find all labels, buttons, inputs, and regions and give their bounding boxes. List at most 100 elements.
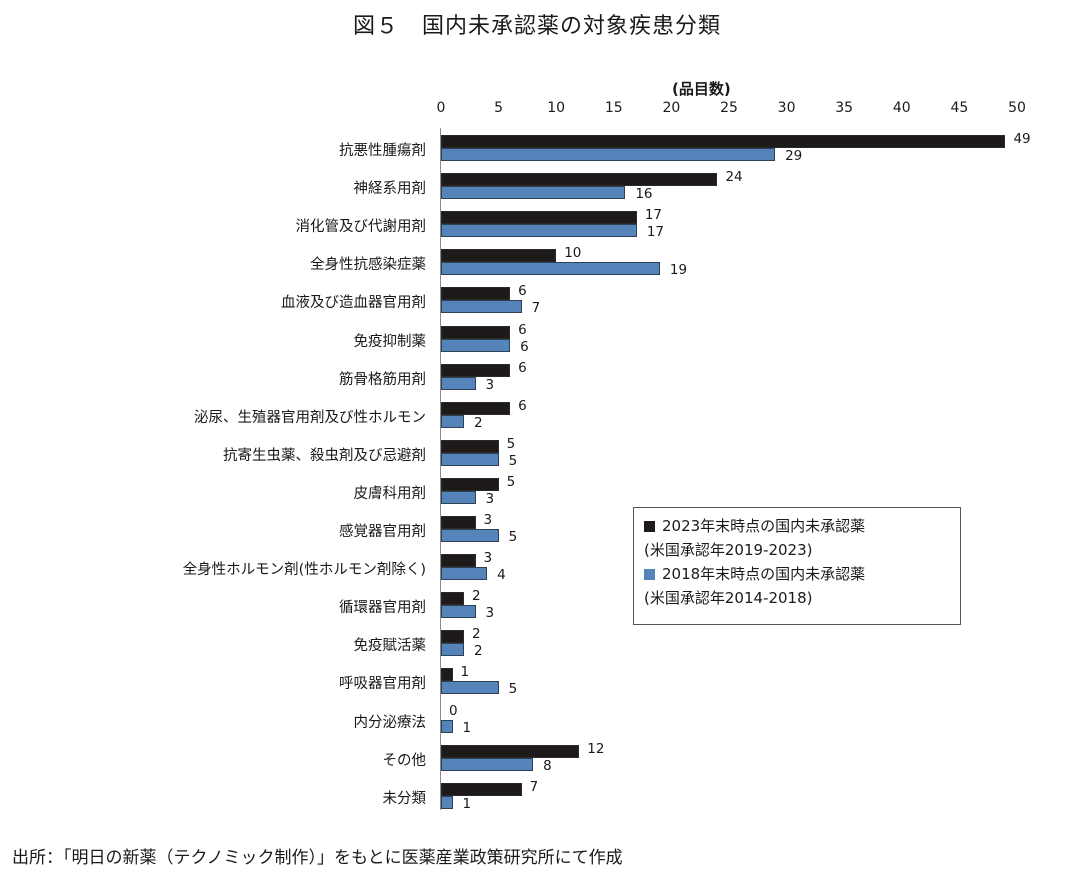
value-label: 1 bbox=[460, 664, 470, 681]
bar-2018 bbox=[441, 300, 522, 314]
category-label: 感覚器官用剤 bbox=[339, 524, 426, 540]
value-label: 0 bbox=[449, 702, 458, 719]
bar-2018 bbox=[441, 338, 511, 352]
y-axis-line bbox=[440, 128, 441, 810]
value-label: 7 bbox=[529, 778, 539, 795]
x-tick-label: 50 bbox=[1008, 100, 1026, 116]
category-label: 泌尿、生殖器官用剤及び性ホルモン bbox=[194, 409, 426, 426]
bar-2018 bbox=[441, 529, 499, 542]
category-label: 全身性ホルモン剤(性ホルモン剤除く) bbox=[182, 562, 426, 579]
category-label: 血液及び造血器官用剤 bbox=[281, 295, 426, 312]
value-label: 17 bbox=[646, 224, 665, 241]
value-label: 6 bbox=[518, 283, 527, 300]
category-label: 免疫抑制薬 bbox=[353, 333, 427, 350]
bar-2023 bbox=[441, 439, 499, 453]
value-label: 17 bbox=[644, 207, 663, 224]
value-label: 6 bbox=[518, 359, 527, 376]
legend-sublabel: (米国承認年2014-2018) bbox=[644, 589, 813, 607]
value-label: 7 bbox=[531, 300, 541, 317]
bar-2018 bbox=[441, 452, 499, 466]
category-label: 筋骨格筋用剤 bbox=[339, 371, 426, 388]
category-label: 皮膚科用剤 bbox=[353, 485, 427, 502]
bar-2023 bbox=[441, 554, 476, 568]
value-label: 6 bbox=[518, 397, 527, 414]
bar-2018 bbox=[441, 224, 637, 238]
value-label: 1 bbox=[462, 719, 472, 736]
x-tick-label: 25 bbox=[720, 100, 738, 116]
x-tick-label: 30 bbox=[777, 100, 796, 116]
value-label: 1 bbox=[462, 795, 472, 812]
value-label: 5 bbox=[508, 529, 518, 545]
value-label: 5 bbox=[508, 452, 518, 469]
value-label: 3 bbox=[483, 512, 493, 528]
value-label: 3 bbox=[485, 605, 495, 622]
value-label: 2 bbox=[474, 643, 483, 660]
legend-item-2023: 2023年末時点の国内未承認薬 bbox=[644, 514, 950, 538]
category-label: 循環器官用剤 bbox=[339, 600, 426, 617]
x-tick-label: 35 bbox=[835, 100, 854, 116]
category-label: 全身性抗感染症薬 bbox=[310, 257, 426, 274]
x-tick-label: 15 bbox=[604, 100, 623, 116]
legend-label: 2018年末時点の国内未承認薬 bbox=[662, 565, 866, 583]
value-label: 2 bbox=[472, 588, 481, 605]
category-label: 抗悪性腫瘍剤 bbox=[339, 143, 426, 159]
x-tick-label: 10 bbox=[547, 100, 566, 116]
value-label: 5 bbox=[508, 681, 518, 698]
category-label: 神経系用剤 bbox=[353, 181, 427, 198]
bar-2023 bbox=[441, 135, 1006, 148]
legend: 2023年末時点の国内未承認薬 (米国承認年2019-2023) 2018年末時… bbox=[633, 507, 961, 625]
source-note: 出所：「明日の新薬（テクノミック制作）」をもとに医薬産業政策研究所にて作成 bbox=[12, 848, 623, 868]
bar-2023 bbox=[441, 592, 465, 606]
bar-2018 bbox=[441, 567, 488, 581]
value-label: 12 bbox=[587, 740, 605, 757]
x-tick-label: 40 bbox=[892, 100, 911, 116]
bar-2023 bbox=[441, 782, 522, 796]
legend-swatch-2018 bbox=[644, 569, 655, 580]
value-label: 24 bbox=[725, 169, 743, 186]
category-label: 呼吸器官用剤 bbox=[339, 676, 426, 693]
bar-2018 bbox=[441, 148, 776, 161]
bar-2023 bbox=[441, 668, 453, 682]
category-label: 内分泌療法 bbox=[353, 714, 427, 731]
bar-2023 bbox=[441, 516, 476, 529]
bar-2018 bbox=[441, 757, 534, 771]
bar-2023 bbox=[441, 744, 580, 758]
x-tick-label: 0 bbox=[436, 100, 446, 116]
bar-2023 bbox=[441, 249, 557, 263]
bar-2023 bbox=[441, 173, 718, 187]
value-label: 8 bbox=[543, 757, 552, 774]
x-tick-label: 5 bbox=[494, 100, 504, 116]
value-label: 4 bbox=[497, 567, 506, 584]
bar-2023 bbox=[441, 401, 511, 415]
value-label: 5 bbox=[506, 435, 516, 452]
bar-2018 bbox=[441, 719, 453, 733]
legend-swatch-2023 bbox=[644, 521, 655, 532]
bar-2023 bbox=[441, 287, 511, 301]
value-label: 6 bbox=[518, 321, 527, 338]
value-label: 5 bbox=[506, 473, 516, 490]
category-label: 抗寄生虫薬、殺虫剤及び忌避剤 bbox=[223, 447, 426, 464]
bar-2018 bbox=[441, 376, 476, 390]
value-label: 16 bbox=[635, 186, 653, 203]
bar-2023 bbox=[441, 630, 465, 644]
axis-unit-label: (品目数) bbox=[672, 80, 731, 98]
value-label: 3 bbox=[485, 490, 495, 507]
bar-2018 bbox=[441, 681, 499, 695]
legend-item-2018: 2018年末時点の国内未承認薬 bbox=[644, 562, 950, 586]
bar-2018 bbox=[441, 605, 476, 619]
value-label: 29 bbox=[785, 148, 803, 164]
bar-2018 bbox=[441, 490, 476, 504]
value-label: 3 bbox=[485, 376, 495, 393]
value-label: 19 bbox=[669, 262, 688, 279]
value-label: 6 bbox=[520, 338, 529, 355]
value-label: 2 bbox=[472, 626, 481, 643]
category-label: その他 bbox=[382, 752, 427, 769]
x-tick-label: 45 bbox=[950, 100, 969, 116]
value-label: 49 bbox=[1013, 131, 1031, 147]
legend-sublabel: (米国承認年2019-2023) bbox=[644, 541, 813, 559]
value-label: 10 bbox=[564, 245, 582, 262]
chart-title: 図５ 国内未承認薬の対象疾患分類 bbox=[352, 14, 721, 39]
legend-label: 2023年末時点の国内未承認薬 bbox=[662, 517, 866, 535]
value-label: 2 bbox=[474, 414, 483, 431]
category-label: 未分類 bbox=[382, 790, 427, 807]
